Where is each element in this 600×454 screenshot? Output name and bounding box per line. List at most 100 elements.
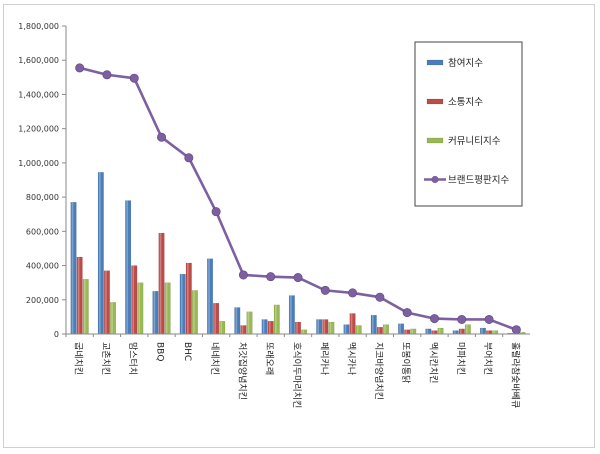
bar-소통지수-부어치킨	[486, 330, 493, 335]
bar-highlight	[405, 329, 407, 334]
bar-참여지수-페리카나	[316, 319, 323, 335]
bar-highlight	[275, 304, 277, 334]
bar-highlight	[138, 282, 141, 334]
x-category-label: BBQ	[155, 342, 165, 361]
bar-highlight	[296, 322, 298, 334]
bar-참여지수-교촌치킨	[97, 172, 104, 335]
x-category-label: 또봉이통닭	[400, 342, 412, 383]
bar-highlight	[466, 324, 468, 334]
bar-highlight	[83, 279, 86, 334]
x-category-label: 또래오래	[264, 342, 275, 375]
y-tick-label: 1,000,000	[18, 159, 59, 168]
bar-highlight	[71, 202, 74, 334]
bar-highlight	[493, 330, 495, 334]
x-category-label: 지코바양념치킨	[373, 342, 385, 400]
point-브랜드평판지수-처갓집양념치킨	[238, 270, 248, 280]
x-axis: 굽네치킨 교촌치킨 맘스터치 BBQ BHC 네네치킨 처갓집양념치킨 또래오래 호식이두마리치…	[65, 333, 530, 408]
point-브랜드평판지수-멕시칸치킨	[429, 314, 439, 324]
x-category-label: 네네치킨	[209, 342, 221, 375]
bar-highlight	[356, 325, 359, 334]
bar-참여지수-네네치킨	[207, 258, 214, 335]
point-브랜드평판지수-부어치킨	[484, 314, 494, 324]
x-category-label: 부어치킨	[482, 342, 494, 375]
bar-highlight	[268, 321, 271, 334]
point-브랜드평판지수-호식이두마리치킨	[293, 273, 303, 283]
point-브랜드평판지수-또봉이통닭	[402, 308, 412, 318]
bar-참여지수-BBQ	[152, 291, 159, 335]
bar-참여지수-마파치킨	[452, 330, 459, 335]
x-category-label: BHC	[182, 342, 192, 361]
bar-highlight	[208, 258, 210, 334]
bar-소통지수-교촌치킨	[103, 270, 110, 335]
bar-highlight	[426, 328, 429, 334]
point-브랜드평판지수-지코바양념치킨	[375, 292, 385, 302]
bar-참여지수-멕시카나	[343, 324, 350, 335]
bar-highlight	[132, 265, 135, 334]
x-category-label: 멕시칸치킨	[427, 342, 439, 383]
x-category-label: 호식이두마리치킨	[291, 342, 303, 408]
legend-swatch	[426, 137, 444, 144]
bar-highlight	[317, 319, 319, 334]
point-브랜드평판지수-교촌치킨	[102, 70, 112, 80]
legend-marker	[431, 175, 439, 184]
bar-커뮤니티지수-맘스터치	[137, 282, 144, 335]
bar-highlight	[481, 328, 483, 334]
bar-highlight	[111, 302, 113, 334]
bar-highlight	[262, 319, 265, 334]
bar-소통지수-멕시칸치킨	[431, 330, 438, 335]
bar-소통지수-페리카나	[322, 319, 329, 335]
bar-highlight	[432, 330, 435, 334]
point-브랜드평판지수-BBQ	[157, 132, 167, 142]
bar-highlight	[384, 324, 386, 334]
bar-highlight	[165, 282, 168, 334]
legend-label: 커뮤니티지수	[448, 136, 501, 147]
bar-참여지수-BHC	[179, 273, 186, 335]
point-브랜드평판지수-멕시카나	[348, 288, 358, 298]
bar-소통지수-멕시카나	[349, 313, 356, 335]
bar-소통지수-BBQ	[158, 232, 165, 335]
bar-커뮤니티지수-멕시카나	[355, 325, 362, 335]
point-브랜드평판지수-네네치킨	[211, 207, 221, 217]
bar-highlight	[378, 327, 380, 334]
point-브랜드평판지수-훌랄라참숯바베큐	[511, 325, 521, 335]
bar-highlight	[350, 313, 353, 334]
bar-highlight	[126, 200, 128, 334]
bar-highlight	[344, 324, 347, 334]
bar-커뮤니티지수-굽네치킨	[82, 279, 89, 335]
bar-커뮤니티지수-교촌치킨	[110, 302, 117, 335]
bar-highlight	[329, 322, 332, 334]
bar-highlight	[241, 325, 244, 334]
bar-소통지수-호식이두마리치킨	[295, 321, 302, 335]
bar-highlight	[214, 303, 216, 334]
bar-highlight	[399, 323, 401, 334]
bar-highlight	[459, 328, 462, 334]
bar-highlight	[159, 233, 162, 334]
bar-highlight	[105, 270, 107, 334]
y-tick-label: 600,000	[26, 227, 59, 236]
point-브랜드평판지수-페리카나	[320, 285, 330, 295]
bar-커뮤니티지수-부어치킨	[492, 330, 499, 335]
y-tick-label: 1,600,000	[18, 56, 59, 65]
bar-highlight	[302, 329, 304, 334]
bar-highlight	[371, 315, 374, 334]
bar-커뮤니티지수-네네치킨	[219, 320, 226, 335]
bar-highlight	[247, 311, 250, 334]
x-category-label: 페리카나	[318, 342, 329, 375]
bar-highlight	[180, 274, 183, 334]
bar-참여지수-지코바양념치킨	[370, 314, 377, 335]
bar-highlight	[193, 290, 195, 334]
bar-참여지수-부어치킨	[479, 327, 486, 335]
point-브랜드평판지수-또래오래	[266, 272, 276, 282]
y-tick-label: 1,400,000	[18, 90, 59, 99]
bar-커뮤니티지수-처갓집양념치킨	[246, 311, 253, 335]
x-category-label: 마파치킨	[455, 342, 467, 375]
bar-커뮤니티지수-BBQ	[164, 282, 171, 335]
bar-소통지수-또봉이통닭	[404, 329, 411, 335]
bar-소통지수-BHC	[185, 262, 192, 335]
point-브랜드평판지수-굽네치킨	[75, 63, 85, 73]
bar-커뮤니티지수-또봉이통닭	[410, 328, 417, 335]
bar-highlight	[453, 330, 456, 334]
bar-highlight	[77, 257, 80, 334]
x-category-label: 교촌치킨	[100, 342, 112, 375]
